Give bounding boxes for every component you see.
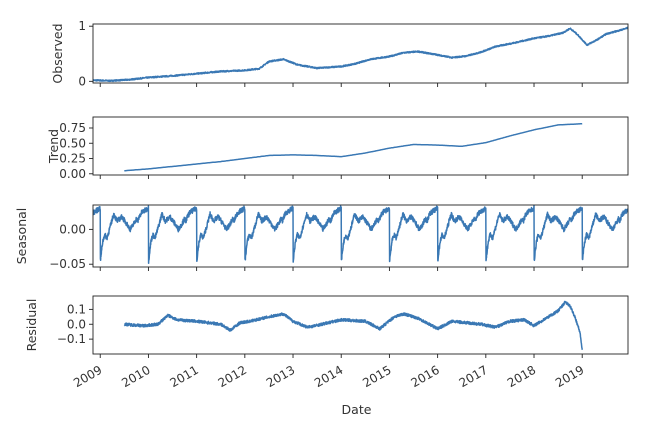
ytick-label: −0.05: [49, 257, 86, 271]
xtick-label: 2017: [457, 363, 490, 390]
series-line-3: [93, 205, 628, 265]
xtick-label: 2018: [505, 363, 538, 390]
ytick-label: 0.25: [59, 152, 86, 166]
ylabel-trend: Trend: [46, 129, 61, 164]
xtick-label: 2012: [216, 363, 249, 390]
axes-frame-4: [92, 295, 629, 355]
ytick-label: 0: [78, 74, 86, 88]
ylabel-observed: Observed: [50, 23, 65, 83]
xtick-label: 2015: [360, 363, 393, 390]
ytick-label: −0.1: [57, 332, 86, 346]
ylabel-residual: Residual: [24, 299, 39, 352]
xtick-label: 2013: [264, 363, 297, 390]
xtick-label: 2014: [312, 363, 345, 390]
series-line-2: [124, 122, 583, 172]
xtick-label: 2016: [408, 363, 441, 390]
ytick-label: 0.0: [67, 317, 86, 331]
ytick-label: 0.00: [59, 167, 86, 181]
xtick-label: 2011: [167, 363, 200, 390]
ytick-label: 1: [78, 19, 86, 33]
ylabel-seasonal: Seasonal: [14, 208, 29, 265]
xtick-label: 2009: [71, 363, 104, 390]
series-line-4: [123, 300, 583, 350]
axes-frame-3: [92, 204, 629, 268]
axes-frame-1: [92, 23, 629, 84]
ytick-label: 0.50: [59, 136, 86, 150]
xtick-label: 2019: [553, 363, 586, 390]
ytick-label: 0.00: [59, 222, 86, 236]
ytick-label: 0.1: [67, 302, 86, 316]
xtick-label: 2010: [119, 363, 152, 390]
ytick-label: 0.75: [59, 121, 86, 135]
axes-frame-2: [92, 116, 629, 176]
series-line-1: [93, 26, 628, 83]
xlabel-date: Date: [342, 402, 372, 417]
